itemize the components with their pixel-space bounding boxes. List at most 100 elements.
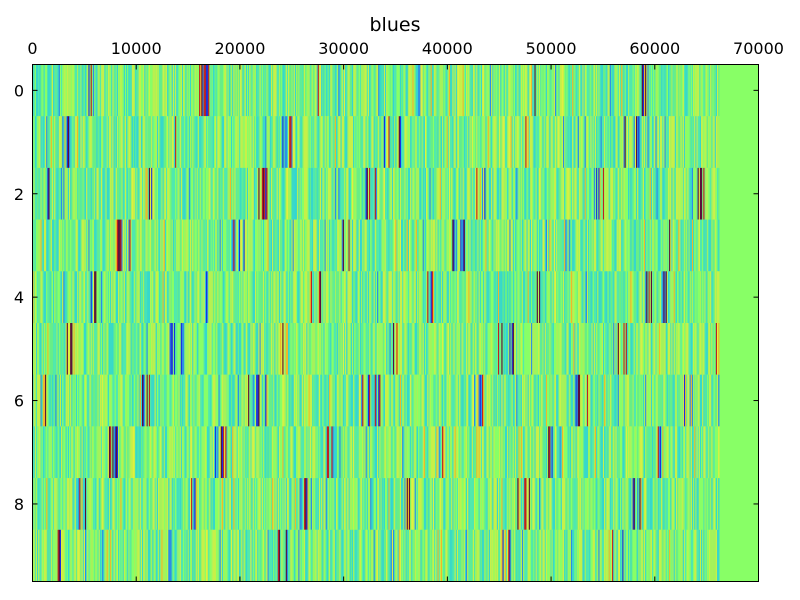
- heatmap-cell: [499, 323, 501, 375]
- heatmap-cell: [429, 271, 431, 323]
- heatmap-cell: [254, 116, 257, 168]
- heatmap-cell: [179, 219, 181, 272]
- heatmap-cell: [612, 374, 614, 427]
- heatmap-cell: [598, 64, 600, 117]
- heatmap-cell: [536, 374, 539, 427]
- heatmap-cell: [116, 116, 119, 168]
- heatmap-cell: [216, 219, 218, 272]
- heatmap-cell: [667, 323, 670, 375]
- heatmap-cell: [419, 116, 421, 168]
- heatmap-cell: [415, 271, 418, 323]
- heatmap-cell: [51, 478, 54, 530]
- heatmap-cell: [90, 426, 92, 479]
- heatmap-cell: [175, 478, 177, 530]
- heatmap-cell: [464, 271, 467, 323]
- heatmap-cell: [57, 271, 59, 323]
- heatmap-cell: [470, 167, 472, 220]
- heatmap-cell: [171, 64, 173, 117]
- heatmap-cell: [497, 167, 500, 220]
- heatmap-cell: [272, 167, 274, 220]
- heatmap-cell: [97, 167, 99, 220]
- heatmap-cell: [534, 64, 536, 117]
- heatmap-cell: [456, 116, 459, 168]
- heatmap-cell: [359, 323, 362, 375]
- heatmap-cell: [451, 374, 453, 427]
- heatmap-cell: [557, 426, 559, 479]
- heatmap-cell: [78, 271, 80, 323]
- heatmap-cell: [399, 167, 402, 220]
- heatmap-cell: [164, 426, 167, 479]
- heatmap-cell: [446, 219, 448, 272]
- heatmap-cell: [321, 219, 323, 272]
- heatmap-cell: [94, 271, 96, 323]
- heatmap-cell: [616, 426, 618, 479]
- heatmap-cell: [313, 426, 315, 479]
- heatmap-cell: [655, 219, 657, 272]
- heatmap-cell: [412, 116, 414, 168]
- heatmap-cell: [502, 323, 504, 375]
- heatmap-cell: [620, 426, 622, 479]
- heatmap-cell: [478, 116, 480, 168]
- heatmap-cell: [383, 167, 386, 220]
- heatmap-cell: [696, 271, 698, 323]
- heatmap-cell: [675, 374, 678, 427]
- heatmap-cell: [252, 271, 254, 323]
- heatmap-cell: [218, 426, 220, 479]
- heatmap-cell: [361, 64, 363, 117]
- heatmap-cell: [446, 64, 448, 117]
- heatmap-cell: [168, 219, 170, 272]
- heatmap-cell: [110, 271, 112, 323]
- heatmap-cell: [148, 323, 151, 375]
- heatmap-cell: [111, 426, 113, 479]
- heatmap-cell: [638, 271, 640, 323]
- heatmap-cell: [545, 116, 548, 168]
- heatmap-cell: [325, 167, 327, 220]
- heatmap-cell: [535, 271, 537, 323]
- heatmap-cell: [358, 271, 361, 323]
- heatmap-cell: [69, 116, 71, 168]
- heatmap-cell: [704, 426, 706, 479]
- heatmap-cell: [73, 271, 75, 323]
- heatmap-cell: [541, 219, 543, 272]
- heatmap-cell: [273, 323, 275, 375]
- heatmap-cell: [162, 478, 164, 530]
- heatmap-cell: [208, 478, 210, 530]
- heatmap-cell: [515, 64, 517, 117]
- heatmap-cell: [239, 374, 241, 427]
- heatmap-cell: [341, 116, 343, 168]
- heatmap-cell: [547, 323, 549, 375]
- heatmap-cell: [156, 167, 159, 220]
- heatmap-cell: [218, 478, 220, 530]
- heatmap-cell: [347, 219, 349, 272]
- heatmap-cell: [391, 323, 394, 375]
- heatmap-cell: [254, 64, 257, 117]
- heatmap-cell: [169, 426, 171, 479]
- heatmap-cell: [582, 167, 584, 220]
- heatmap-cell: [406, 64, 408, 117]
- heatmap-cell: [572, 167, 574, 220]
- heatmap-cell: [78, 219, 80, 272]
- heatmap-cell: [592, 323, 594, 375]
- heatmap-cell: [539, 374, 541, 427]
- heatmap-cell: [497, 323, 500, 375]
- heatmap-cell: [215, 64, 217, 117]
- heatmap-cell: [202, 64, 204, 117]
- heatmap-cell: [258, 323, 260, 375]
- heatmap-cell: [590, 374, 592, 427]
- heatmap-cell: [299, 323, 301, 375]
- heatmap-cell: [262, 323, 265, 375]
- heatmap-cell: [415, 426, 418, 479]
- heatmap-cell: [104, 271, 106, 323]
- heatmap-cell: [173, 374, 176, 427]
- heatmap-cell: [187, 426, 189, 479]
- heatmap-cell: [658, 219, 661, 272]
- heatmap-cell: [300, 64, 302, 117]
- heatmap-cell: [152, 64, 154, 117]
- heatmap-cell: [437, 219, 439, 272]
- heatmap-cell: [694, 219, 696, 272]
- heatmap-cell: [136, 167, 138, 220]
- heatmap-cell: [610, 374, 613, 427]
- heatmap-cell: [269, 167, 272, 220]
- heatmap-cell: [416, 64, 419, 117]
- heatmap-cell: [66, 478, 69, 530]
